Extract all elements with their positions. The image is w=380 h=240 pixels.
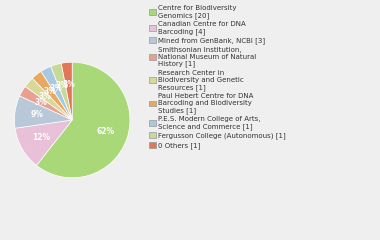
- Text: 62%: 62%: [97, 127, 115, 136]
- Text: 3%: 3%: [62, 80, 75, 89]
- Text: 12%: 12%: [32, 133, 50, 142]
- Text: 9%: 9%: [30, 110, 43, 120]
- Text: 3%: 3%: [44, 87, 57, 96]
- Wedge shape: [41, 66, 72, 120]
- Wedge shape: [20, 86, 72, 120]
- Legend: Centre for Biodiversity
Genomics [20], Canadian Centre for DNA
Barcoding [4], Mi: Centre for Biodiversity Genomics [20], C…: [148, 3, 287, 150]
- Wedge shape: [32, 72, 72, 120]
- Wedge shape: [51, 63, 72, 120]
- Wedge shape: [14, 96, 72, 128]
- Text: 3%: 3%: [56, 81, 68, 90]
- Text: 3%: 3%: [39, 92, 52, 101]
- Wedge shape: [61, 62, 72, 120]
- Wedge shape: [36, 62, 130, 178]
- Wedge shape: [15, 120, 72, 165]
- Wedge shape: [25, 78, 72, 120]
- Text: 3%: 3%: [35, 98, 48, 107]
- Text: 3%: 3%: [49, 84, 62, 93]
